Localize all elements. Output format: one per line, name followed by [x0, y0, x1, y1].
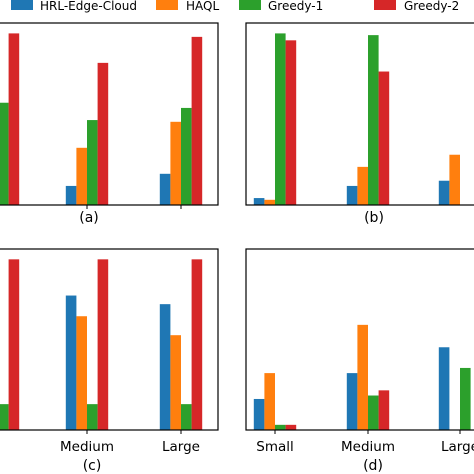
bar-hrl-edge-cloud-medium — [65, 295, 77, 430]
bar-hrl-edge-cloud-large — [438, 347, 450, 430]
bar-haql-group-1 — [264, 199, 275, 205]
bars-a — [0, 33, 203, 205]
bar-haql-medium — [357, 324, 368, 430]
legend-label-haql: HAQL — [186, 0, 219, 13]
plot-frame-c — [0, 248, 219, 431]
bar-haql-group-3 — [449, 154, 460, 205]
x-tick-label-medium: Medium — [60, 439, 114, 455]
bar-greedy-2-small — [285, 424, 297, 430]
bar-greedy-2-group-1 — [8, 259, 20, 430]
bar-greedy-1-group-2 — [368, 35, 379, 205]
bar-hrl-edge-cloud-small — [253, 398, 265, 430]
bar-hrl-edge-cloud-large — [159, 173, 171, 205]
x-tick-label-medium: Medium — [341, 439, 395, 455]
bar-haql-medium — [76, 316, 87, 430]
legend: HRL-Edge-Cloud HAQL Greedy-1 Greedy-2 — [11, 0, 459, 13]
bar-hrl-edge-cloud-group-2 — [346, 185, 358, 205]
legend-swatch-hrl-edge-cloud — [11, 0, 33, 10]
bar-greedy-2-medium — [97, 62, 109, 205]
plot-frame-d — [245, 248, 474, 431]
bar-greedy-2-group-2 — [378, 71, 390, 205]
bar-greedy-1-group-1 — [0, 102, 9, 205]
legend-label-greedy-1: Greedy-1 — [268, 0, 323, 13]
x-tick-label-large: Large — [162, 439, 200, 455]
legend-label-hrl-edge-cloud: HRL-Edge-Cloud — [40, 0, 137, 13]
bar-greedy-1-small — [275, 424, 286, 430]
panel-label-b: (b) — [364, 210, 384, 226]
legend-swatch-greedy-1 — [239, 0, 261, 10]
bar-hrl-edge-cloud-large — [159, 304, 171, 430]
bar-hrl-edge-cloud-group-1 — [253, 198, 265, 205]
bar-greedy-1-group-1 — [275, 33, 286, 205]
bar-greedy-1-group-1 — [0, 404, 9, 430]
legend-swatch-haql — [156, 0, 178, 10]
x-tick-label-small: Small — [256, 439, 294, 455]
bar-haql-small — [264, 373, 275, 430]
legend-label-greedy-2: Greedy-2 — [404, 0, 459, 13]
panel-label-d: (d) — [363, 458, 383, 474]
bar-greedy-2-medium — [378, 390, 390, 430]
bar-haql-medium — [76, 147, 87, 205]
chart-panel-b — [245, 22, 474, 206]
bar-greedy-1-medium — [368, 395, 379, 430]
bar-greedy-2-medium — [97, 259, 109, 430]
bar-greedy-1-large — [460, 367, 471, 430]
bar-greedy-2-group-1 — [285, 40, 297, 205]
bar-haql-group-2 — [357, 166, 368, 205]
bar-greedy-1-large — [181, 404, 192, 430]
bar-haql-large — [170, 335, 181, 430]
bar-hrl-edge-cloud-medium — [65, 185, 77, 205]
x-tick-label-large: Large — [441, 439, 474, 455]
bar-greedy-2-group-1 — [8, 33, 20, 205]
bar-haql-large — [170, 121, 181, 205]
legend-swatch-greedy-2 — [374, 0, 396, 10]
plot-frame-b — [245, 22, 474, 206]
bar-greedy-2-large — [191, 259, 203, 430]
bars-c — [0, 259, 203, 430]
panels: Medium Large Small Medium Large — [0, 22, 474, 455]
bar-greedy-2-large — [191, 36, 203, 205]
chart-panel-a — [0, 22, 219, 209]
bar-hrl-edge-cloud-group-3 — [438, 180, 450, 205]
bar-greedy-1-medium — [87, 120, 98, 205]
panel-label-a: (a) — [79, 210, 99, 226]
bars-b — [253, 33, 460, 205]
bars-d — [253, 324, 471, 430]
panel-label-c: (c) — [83, 458, 102, 474]
plot-frame-a — [0, 22, 219, 206]
bar-hrl-edge-cloud-medium — [346, 373, 358, 430]
bar-greedy-1-large — [181, 107, 192, 205]
chart-panel-d: Small Medium Large — [245, 248, 474, 455]
chart-panel-c: Medium Large — [0, 248, 219, 455]
bar-greedy-1-medium — [87, 404, 98, 430]
